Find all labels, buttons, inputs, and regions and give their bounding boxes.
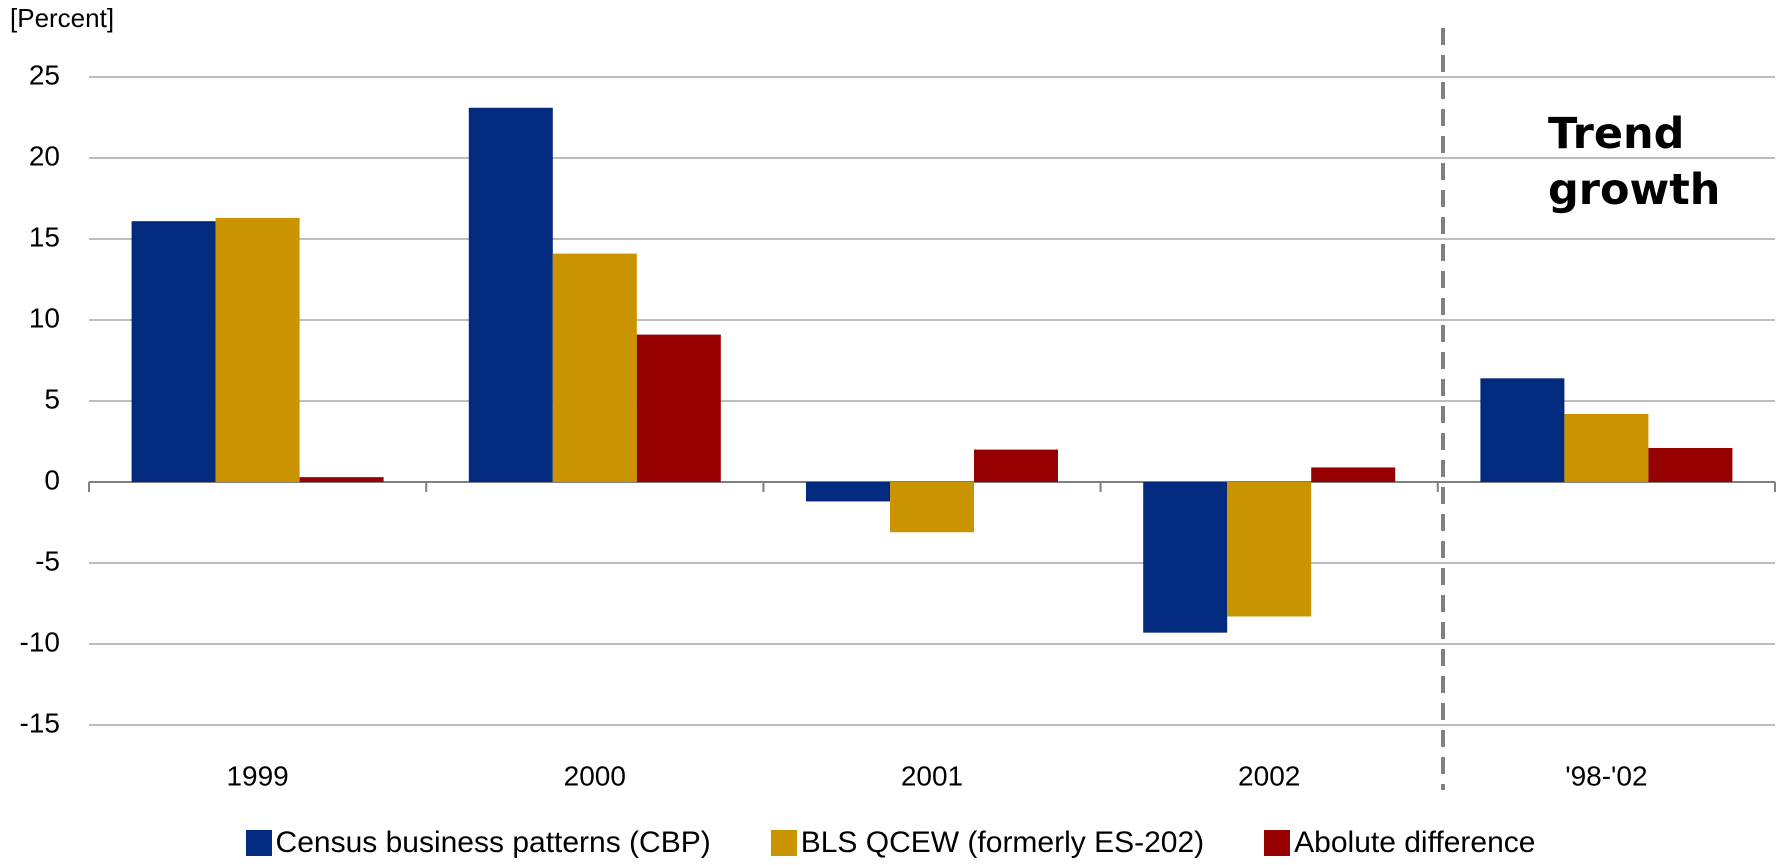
bar <box>131 221 216 482</box>
bar <box>299 477 384 482</box>
y-tick-label: -5 <box>35 545 60 576</box>
bar <box>1311 467 1396 482</box>
y-tick-label: 25 <box>29 59 60 90</box>
bar <box>1227 482 1312 617</box>
legend-swatch <box>245 830 272 856</box>
x-tick-label: 2000 <box>564 760 626 791</box>
legend-item: Abolute difference <box>1264 826 1535 860</box>
legend-label: Abolute difference <box>1294 826 1536 859</box>
y-tick-label: -10 <box>20 626 60 657</box>
bar <box>890 482 974 533</box>
annotation: Trend growth <box>1548 109 1721 215</box>
bar <box>806 482 890 502</box>
bar <box>1480 378 1565 482</box>
legend-item: Census business patterns (CBP) <box>245 826 711 860</box>
bar <box>636 334 721 482</box>
y-tick-label: 15 <box>29 221 60 252</box>
bar <box>1143 482 1228 633</box>
bar <box>1648 447 1733 482</box>
bar <box>1564 413 1649 482</box>
y-tick-label: 5 <box>44 383 60 414</box>
x-tick-label: 2002 <box>1238 760 1300 791</box>
legend-item: BLS QCEW (formerly ES-202) <box>770 826 1205 860</box>
bar <box>468 107 553 482</box>
y-tick-label: 0 <box>44 464 60 495</box>
legend-swatch <box>770 830 797 856</box>
x-tick-label: 2001 <box>901 760 963 791</box>
bar <box>215 217 300 482</box>
y-tick-label: -15 <box>20 707 60 738</box>
bar <box>552 253 637 482</box>
x-tick-label: 1999 <box>226 760 288 791</box>
y-tick-label: 10 <box>29 302 60 333</box>
x-tick-label: '98-'02 <box>1565 760 1647 791</box>
legend: Census business patterns (CBP) BLS QCEW (… <box>0 826 1781 860</box>
bar <box>974 449 1058 482</box>
legend-label: BLS QCEW (formerly ES-202) <box>800 826 1205 859</box>
y-tick-label: 20 <box>29 140 60 171</box>
legend-label: Census business patterns (CBP) <box>275 826 711 859</box>
legend-swatch <box>1264 830 1291 856</box>
y-axis-label: [Percent] <box>10 3 114 33</box>
